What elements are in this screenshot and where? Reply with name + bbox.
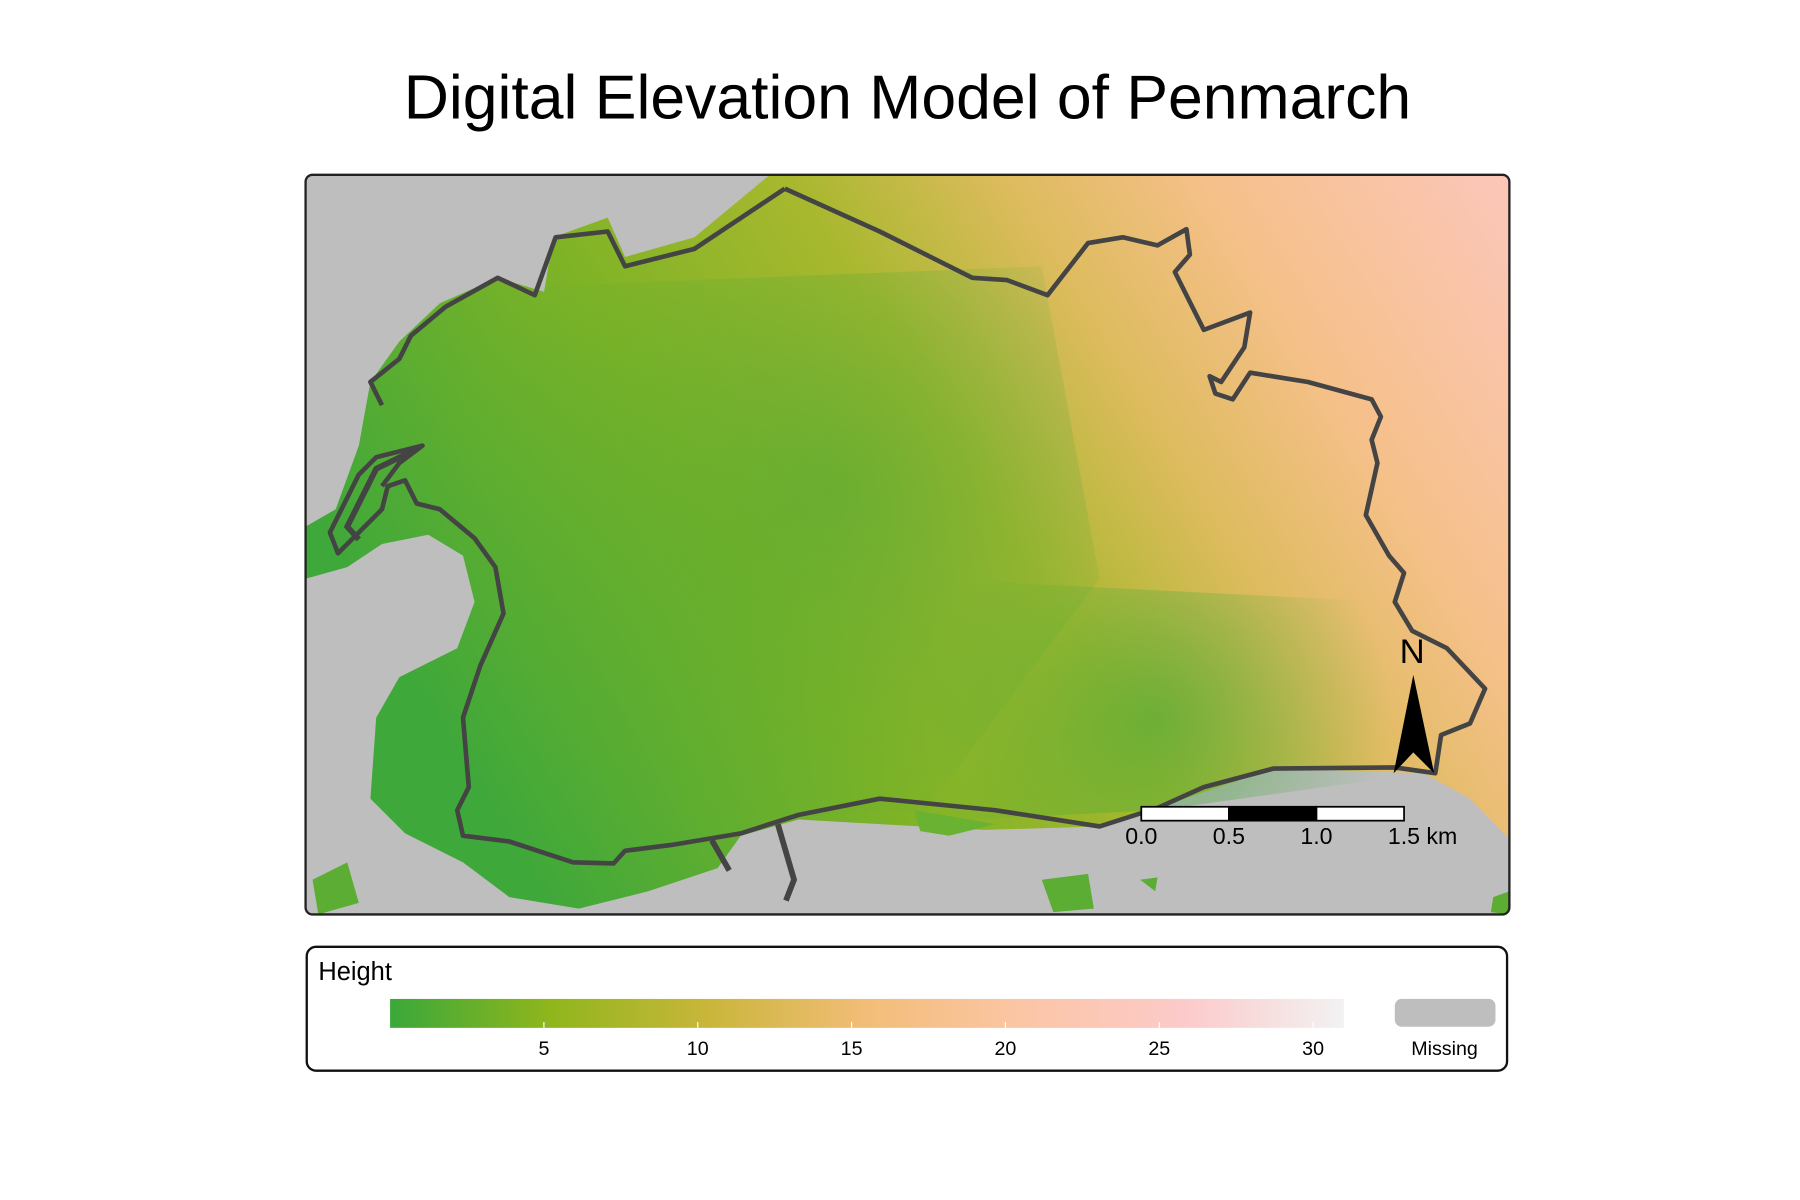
map-frame bbox=[304, 173, 1511, 916]
colorbar-tick-label: 20 bbox=[994, 1038, 1016, 1060]
north-arrow-shape bbox=[1393, 674, 1435, 774]
legend: 5 10 15 20 25 30 bbox=[390, 998, 1344, 1060]
missing-swatch bbox=[1394, 998, 1496, 1027]
content: Digital Elevation Model of Penmarch N 0.… bbox=[304, 62, 1511, 1072]
scale-segment bbox=[1140, 805, 1230, 822]
missing-label: Missing bbox=[1411, 1038, 1478, 1060]
scale-bar: 0.0 0.5 1.0 1.5 km bbox=[1125, 805, 1457, 849]
scale-segment bbox=[1315, 805, 1405, 822]
colorbar-tick-label: 10 bbox=[687, 1038, 709, 1060]
land bbox=[305, 174, 1510, 915]
colorbar-tick-label: 5 bbox=[538, 1038, 549, 1060]
map-title: Digital Elevation Model of Penmarch bbox=[404, 62, 1411, 132]
scale-label: 1.5 km bbox=[1388, 823, 1457, 849]
scale-segment bbox=[1228, 805, 1318, 822]
north-label: N bbox=[1400, 633, 1425, 671]
map-panel bbox=[305, 174, 1510, 915]
north-arrow: N bbox=[1393, 633, 1435, 774]
scale-label: 0.5 bbox=[1213, 823, 1245, 849]
colorbar bbox=[390, 998, 1344, 1028]
boundary bbox=[327, 186, 1488, 866]
colorbar-tick-label: 30 bbox=[1302, 1038, 1324, 1060]
colorbar-tick-label: 25 bbox=[1148, 1038, 1170, 1060]
pier bbox=[343, 446, 798, 902]
colorbar-tick-label: 15 bbox=[841, 1038, 863, 1060]
legend-title: Height bbox=[318, 958, 392, 986]
scale-label: 1.0 bbox=[1300, 823, 1332, 849]
scale-label: 0.0 bbox=[1125, 823, 1157, 849]
